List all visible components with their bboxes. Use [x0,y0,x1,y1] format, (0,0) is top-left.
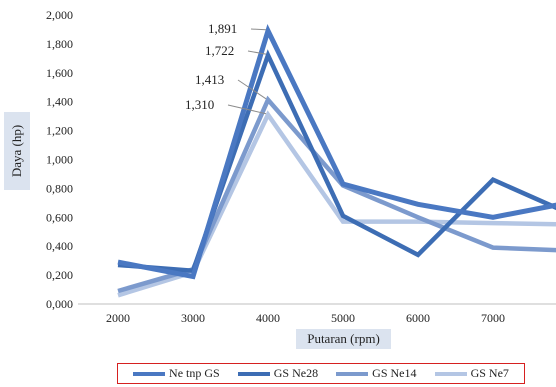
y-tick-label: 1,400 [46,95,73,109]
x-tick-label: 4000 [256,311,280,325]
data-label-leader [237,79,267,100]
legend-label: Ne tnp GS [169,366,220,380]
y-tick-label: 0,600 [46,210,73,224]
data-label-leader [247,50,267,55]
data-label-leader [250,28,267,31]
legend-item-gs-ne28: GS Ne28 [237,366,319,381]
y-tick-label: 2,000 [46,8,73,22]
legend-swatch [133,371,166,376]
y-axis-title-text: Daya (hp) [9,124,24,178]
data-label: 1,891 [208,21,237,36]
data-label: 1,722 [205,43,234,58]
x-axis-title: Putaran (rpm) [296,329,391,349]
x-tick-label: 2000 [106,311,130,325]
legend-item-ne-tnp-gs: Ne tnp GS [133,366,220,381]
x-tick-label: 6000 [406,311,430,325]
legend-item-gs-ne7: GS Ne7 [434,366,509,381]
y-tick-label: 0,000 [46,297,73,311]
chart-legend: Ne tnp GS GS Ne28 GS Ne14 GS Ne7 [117,363,525,384]
legend-label: GS Ne14 [372,366,417,380]
series-line-gs-ne14 [117,95,556,294]
legend-swatch [434,371,467,376]
x-tick-label: 3000 [181,311,205,325]
series-line-gs-ne28 [117,49,556,274]
series-line-ne-tnp-gs [117,23,556,280]
legend-swatch [336,371,369,376]
x-axis-title-text: Putaran (rpm) [307,331,380,346]
y-axis-title: Daya (hp) [4,112,30,190]
data-label: 1,413 [195,72,224,87]
legend-item-gs-ne14: GS Ne14 [336,366,417,381]
y-tick-label: 1,800 [46,37,73,51]
legend-label: GS Ne28 [273,366,319,380]
y-tick-label: 1,600 [46,66,73,80]
data-label: 1,310 [185,97,214,112]
y-tick-label: 1,200 [46,124,73,138]
data-label-leader [227,104,267,115]
x-tick-label: 7000 [481,311,505,325]
y-tick-label: 0,200 [46,268,73,282]
legend-swatch [237,371,270,376]
x-tick-label: 5000 [331,311,355,325]
y-tick-label: 0,400 [46,239,73,253]
legend-label: GS Ne7 [470,366,509,380]
y-tick-label: 1,000 [46,153,73,167]
y-tick-label: 0,800 [46,181,73,195]
